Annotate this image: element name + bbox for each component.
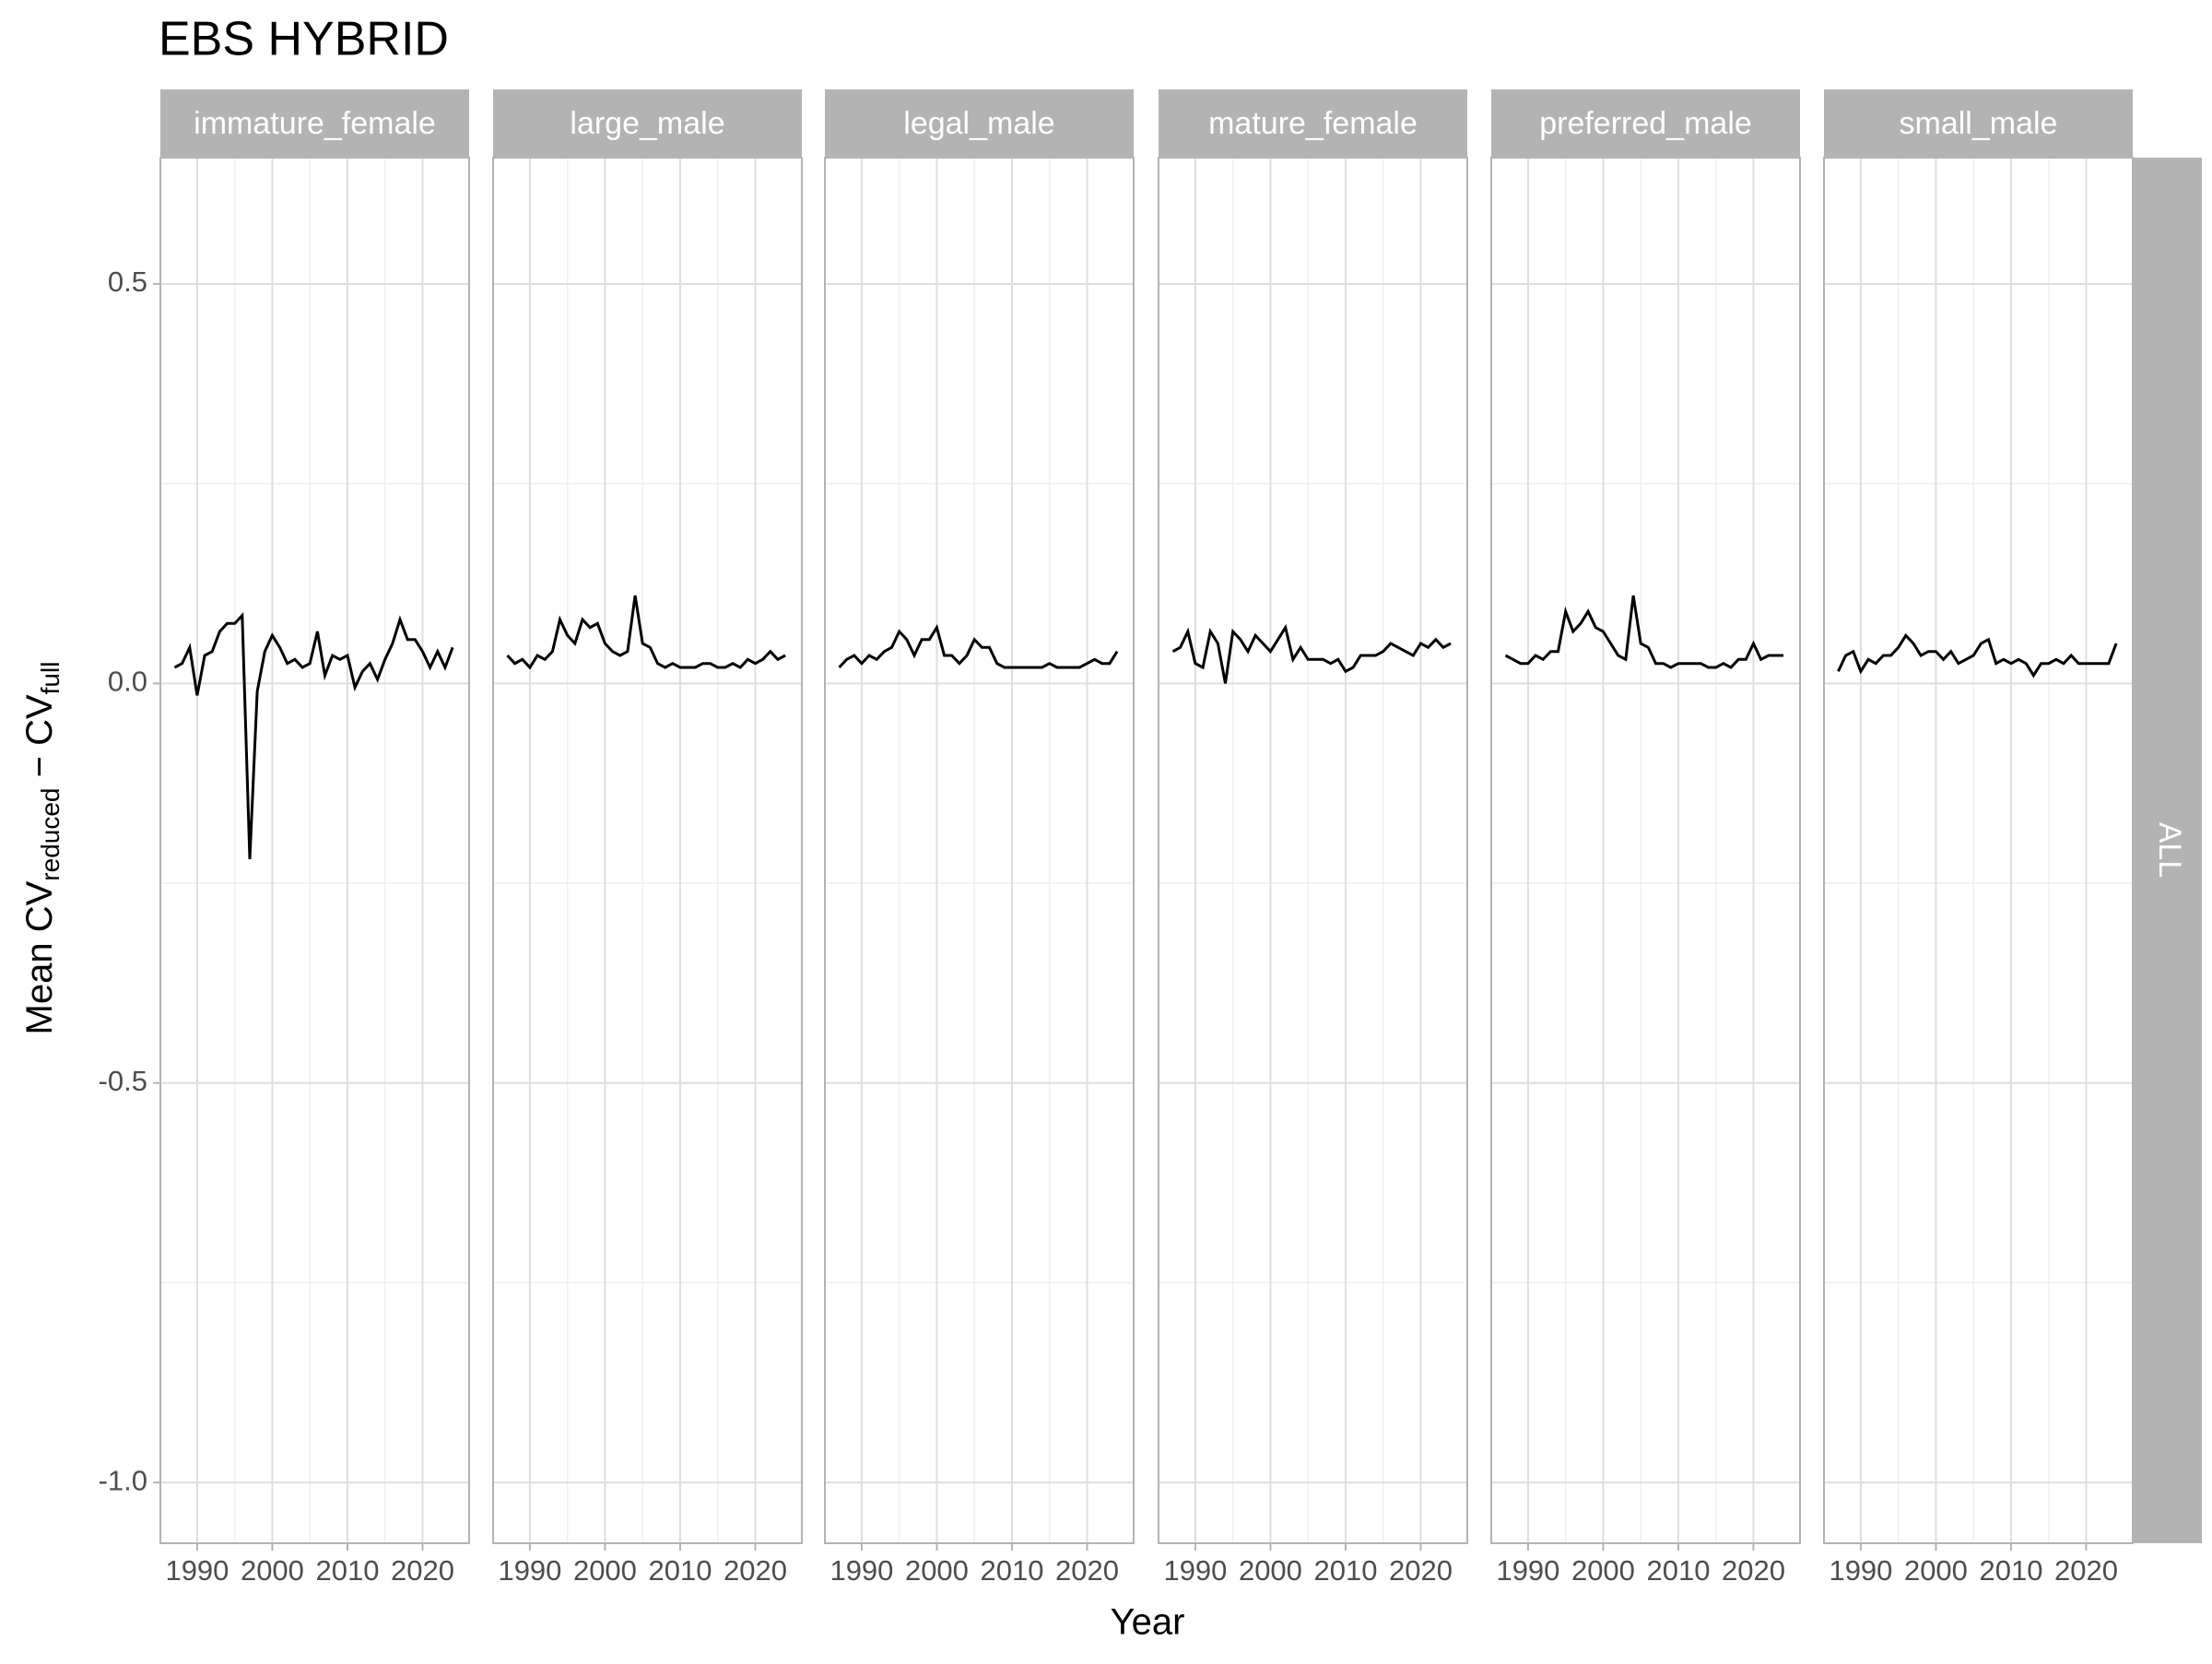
strip (160, 89, 469, 158)
strip-label: mature_female (1208, 106, 1418, 141)
x-tick-label: 2020 (391, 1554, 454, 1587)
x-tick-label: 2010 (1979, 1554, 2042, 1587)
y-title-sub: reduced (36, 788, 65, 881)
x-tick-label: 2000 (1239, 1554, 1302, 1587)
panel-border (1490, 157, 1801, 1544)
x-axis-title: Year (1111, 1602, 1185, 1643)
y-title-sub: full (36, 662, 65, 695)
strip-label: small_male (1900, 106, 2058, 141)
x-tick-label: 2000 (905, 1554, 969, 1587)
y-title-part: Mean CV (19, 880, 60, 1034)
x-tick-label: 2000 (1571, 1554, 1635, 1587)
panel-border (824, 157, 1135, 1544)
y-axis-title: Mean CVreduced − CVfull (19, 662, 65, 1035)
x-tick-label: 2000 (573, 1554, 637, 1587)
x-tick-label: 1990 (165, 1554, 229, 1587)
x-tick-label: 2010 (648, 1554, 712, 1587)
x-tick-label: 2020 (724, 1554, 787, 1587)
x-tick-label: 1990 (830, 1554, 893, 1587)
mean-line (1837, 632, 2118, 679)
x-tick-label: 2020 (1389, 1554, 1453, 1587)
chart-title: EBS HYBRID (159, 13, 449, 66)
y-title-part: − CV (19, 694, 60, 787)
x-tick-label: 2000 (241, 1554, 304, 1587)
strip (1159, 89, 1467, 158)
panel-border (492, 157, 803, 1544)
x-tick-label: 2010 (315, 1554, 379, 1587)
strip (493, 89, 802, 158)
row-strip-label: ALL (2152, 822, 2187, 879)
x-tick-label: 1990 (1496, 1554, 1559, 1587)
panel-border (1158, 157, 1468, 1544)
mean-line (173, 612, 454, 860)
strip-label: large_male (570, 106, 724, 141)
x-tick-label: 1990 (1163, 1554, 1227, 1587)
strip-label: legal_male (903, 106, 1054, 141)
x-tick-label: 2010 (980, 1554, 1043, 1587)
x-tick-label: 2020 (1722, 1554, 1785, 1587)
y-tick-label: -0.5 (99, 1065, 147, 1097)
x-tick-label: 2000 (1904, 1554, 1968, 1587)
strip-label: preferred_male (1539, 106, 1752, 141)
mean-line (506, 595, 786, 670)
mean-line (1504, 595, 1784, 669)
y-tick-label: -1.0 (99, 1464, 147, 1496)
strip (1824, 89, 2133, 158)
x-tick-label: 2020 (1055, 1554, 1119, 1587)
strip-label: immature_female (194, 106, 436, 141)
strip (825, 89, 1134, 158)
y-tick-label: 0.0 (108, 666, 147, 698)
x-tick-label: 2010 (1646, 1554, 1710, 1587)
mean-line (838, 623, 1119, 669)
x-tick-label: 2020 (2054, 1554, 2118, 1587)
panel-border (1823, 157, 2134, 1544)
x-tick-label: 1990 (1829, 1554, 1892, 1587)
x-tick-label: 1990 (498, 1554, 561, 1587)
mean-line (1171, 623, 1452, 684)
y-tick-label: 0.5 (108, 266, 147, 298)
strip (1491, 89, 1800, 158)
panel-border (159, 157, 470, 1544)
x-tick-label: 2010 (1313, 1554, 1377, 1587)
row-strip (2134, 158, 2202, 1543)
